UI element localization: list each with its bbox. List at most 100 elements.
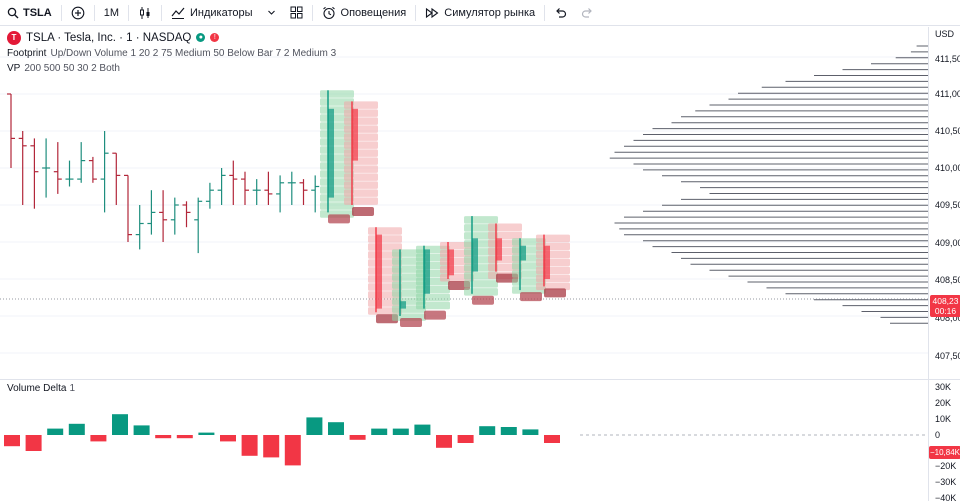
footprint-cell bbox=[368, 235, 402, 243]
toolbar-divider bbox=[161, 4, 163, 21]
price-tick: 410,00 bbox=[935, 163, 960, 173]
delta-tick: −40K bbox=[935, 493, 957, 501]
footprint-cell bbox=[344, 197, 378, 205]
plus-circle-icon bbox=[71, 6, 85, 19]
data-status-icon[interactable]: ! bbox=[210, 33, 220, 42]
footprint-summary-box bbox=[424, 310, 446, 320]
delta-tick: −20K bbox=[935, 461, 957, 471]
layout-button[interactable] bbox=[283, 0, 310, 26]
delta-bar bbox=[457, 435, 474, 443]
symbol-search-button[interactable]: TSLA bbox=[0, 0, 59, 26]
main-chart-pane[interactable]: T TSLA · Tesla, Inc. · 1 · NASDAQ ● ! Fo… bbox=[0, 27, 928, 379]
footprint-cell bbox=[536, 266, 570, 275]
alerts-button[interactable]: Оповещения bbox=[315, 0, 414, 26]
ohlc-bar bbox=[65, 160, 74, 187]
interval-label: 1M bbox=[103, 6, 120, 19]
indicators-button[interactable]: Индикаторы bbox=[164, 0, 260, 26]
delta-tick: 10K bbox=[935, 414, 952, 424]
delta-bar bbox=[522, 429, 539, 435]
ohlc-bar bbox=[264, 171, 273, 205]
footprint-bar bbox=[416, 245, 450, 320]
footprint-body bbox=[448, 249, 454, 276]
footprint-cell bbox=[344, 173, 378, 181]
delta-scale[interactable]: 30K 20K 10K 0 −20K −30K −40K −10,84K bbox=[928, 380, 960, 501]
footprint-cell bbox=[344, 141, 378, 149]
undo-button[interactable] bbox=[547, 0, 574, 26]
delta-tick: 30K bbox=[935, 382, 952, 392]
footprint-summary-box bbox=[472, 295, 494, 305]
replay-icon bbox=[426, 7, 439, 18]
ohlc-bar bbox=[100, 131, 109, 213]
symbol-title: TSLA · Tesla, Inc. · 1 · NASDAQ bbox=[26, 31, 192, 44]
delta-bar bbox=[4, 435, 20, 447]
indicators-dropdown[interactable] bbox=[260, 0, 283, 26]
footprint-cell bbox=[536, 234, 570, 243]
ohlc-bars bbox=[7, 93, 320, 254]
volume-delta-legend[interactable]: Volume Delta 1 bbox=[7, 383, 75, 394]
price-tick: 411,50 bbox=[935, 54, 960, 64]
symbol-legend-row[interactable]: T TSLA · Tesla, Inc. · 1 · NASDAQ ● ! bbox=[7, 29, 336, 46]
ohlc-bar bbox=[229, 160, 238, 205]
chevron-down-icon bbox=[267, 10, 275, 15]
ohlc-bar bbox=[287, 171, 296, 205]
delta-bar bbox=[47, 428, 64, 435]
footprint-summary-box bbox=[520, 292, 542, 302]
ohlc-bar bbox=[88, 156, 97, 183]
delta-bar bbox=[414, 424, 431, 435]
delta-bar bbox=[479, 426, 496, 435]
replay-label: Симулятор рынка bbox=[444, 6, 536, 19]
ohlc-bar bbox=[276, 175, 285, 213]
delta-bar bbox=[220, 435, 236, 442]
ohlc-bar bbox=[311, 175, 320, 213]
footprint-cell bbox=[464, 280, 498, 288]
interval-button[interactable]: 1M bbox=[97, 0, 126, 26]
delta-bar bbox=[198, 432, 215, 435]
last-price-label: 408,23 00:16 bbox=[930, 295, 960, 317]
toolbar-divider bbox=[128, 4, 130, 21]
delta-bar bbox=[284, 435, 301, 466]
toolbar-divider bbox=[60, 4, 62, 21]
price-chart[interactable] bbox=[0, 27, 928, 379]
delta-bar bbox=[436, 435, 452, 448]
footprint-bars bbox=[320, 90, 570, 327]
volume-profile bbox=[609, 45, 928, 324]
ohlc-bar bbox=[147, 190, 156, 235]
footprint-body bbox=[520, 245, 526, 261]
footprint-cell bbox=[344, 165, 378, 173]
ohlc-bar bbox=[7, 93, 15, 168]
layout-grid-icon bbox=[290, 6, 303, 19]
delta-last-value: −10,84K bbox=[929, 446, 960, 459]
market-open-status-icon[interactable]: ● bbox=[196, 33, 206, 42]
ohlc-bar bbox=[124, 174, 132, 242]
footprint-legend-row[interactable]: Footprint Up/Down Volume 1 20 2 75 Mediu… bbox=[7, 46, 336, 61]
candles-icon bbox=[140, 6, 150, 19]
footprint-cell bbox=[344, 189, 378, 197]
redo-button[interactable] bbox=[574, 0, 601, 26]
price-scale[interactable]: USD 411,50 411,00 410,50 410,00 409,50 4… bbox=[928, 27, 960, 379]
chart-type-button[interactable] bbox=[131, 0, 159, 26]
volume-delta-chart[interactable] bbox=[0, 380, 928, 501]
ohlc-bar bbox=[18, 131, 27, 205]
footprint-cell bbox=[368, 227, 402, 235]
ohlc-bar bbox=[241, 171, 249, 205]
footprint-cell bbox=[536, 242, 570, 251]
delta-bar bbox=[392, 428, 409, 435]
toolbar-divider bbox=[93, 4, 95, 21]
delta-bar bbox=[90, 435, 107, 442]
bar-replay-button[interactable]: Симулятор рынка bbox=[418, 0, 542, 26]
delta-tick: 20K bbox=[935, 398, 952, 408]
pane-divider[interactable] bbox=[0, 379, 960, 380]
price-tick: 409,00 bbox=[935, 238, 960, 248]
vp-name: VP bbox=[7, 63, 21, 74]
ohlc-bar bbox=[252, 179, 261, 205]
vp-legend-row[interactable]: VP 200 500 50 30 2 Both bbox=[7, 61, 336, 76]
footprint-cell bbox=[344, 117, 378, 125]
undo-icon bbox=[556, 8, 567, 18]
toolbar-divider bbox=[544, 4, 546, 21]
last-price-value: 408,23 bbox=[932, 296, 959, 306]
volume-delta-pane[interactable]: Volume Delta 1 bbox=[0, 380, 928, 501]
compare-symbol-button[interactable] bbox=[64, 0, 92, 26]
currency-label[interactable]: USD bbox=[935, 29, 955, 39]
footprint-cell bbox=[344, 125, 378, 133]
delta-bar bbox=[25, 435, 42, 451]
